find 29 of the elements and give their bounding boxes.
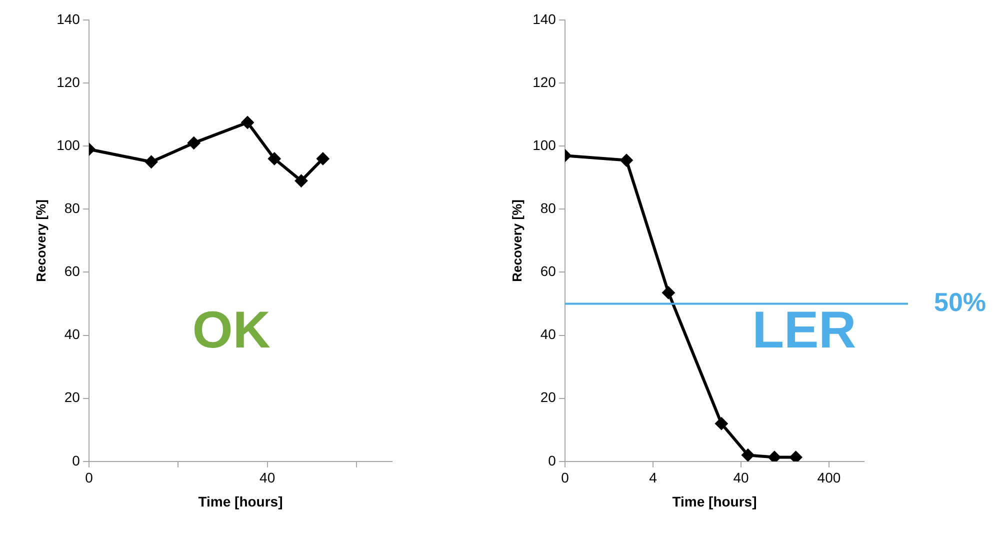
x-tick-label: 400 [817, 470, 841, 486]
y-tick-label: 100 [532, 136, 556, 153]
y-tick-label: 80 [64, 200, 80, 216]
x-tick-label: 0 [561, 470, 570, 486]
y-tick-label: 120 [56, 74, 80, 90]
ref-line-label: 50% [934, 286, 986, 317]
y-tick-label: 100 [56, 136, 80, 153]
y-tick-label: 20 [64, 389, 80, 406]
y-tick-label: 0 [548, 452, 556, 468]
y-tick-label: 140 [532, 10, 556, 27]
y-tick-label: 80 [540, 200, 556, 216]
y-tick-label: 40 [540, 326, 556, 342]
x-axis-title: Time [hours] [672, 493, 757, 510]
x-axis-title: Time [hours] [198, 493, 283, 510]
y-tick-label: 40 [64, 326, 80, 342]
y-tick-label: 140 [56, 10, 80, 27]
y-axis-title: Recovery [%] [509, 200, 524, 282]
y-axis-title: Recovery [%] [33, 200, 48, 282]
y-tick-label: 60 [540, 263, 556, 280]
x-tick-label: 40 [733, 470, 749, 486]
annotation: OK [192, 302, 271, 360]
x-tick-label: 4 [649, 470, 658, 486]
y-tick-label: 0 [72, 452, 80, 468]
y-tick-label: 120 [532, 74, 556, 90]
y-tick-label: 60 [64, 263, 80, 280]
x-tick-label: 40 [260, 470, 276, 486]
y-tick-label: 20 [540, 389, 556, 406]
x-tick-label: 0 [85, 470, 94, 486]
annotation: LER [752, 302, 856, 360]
